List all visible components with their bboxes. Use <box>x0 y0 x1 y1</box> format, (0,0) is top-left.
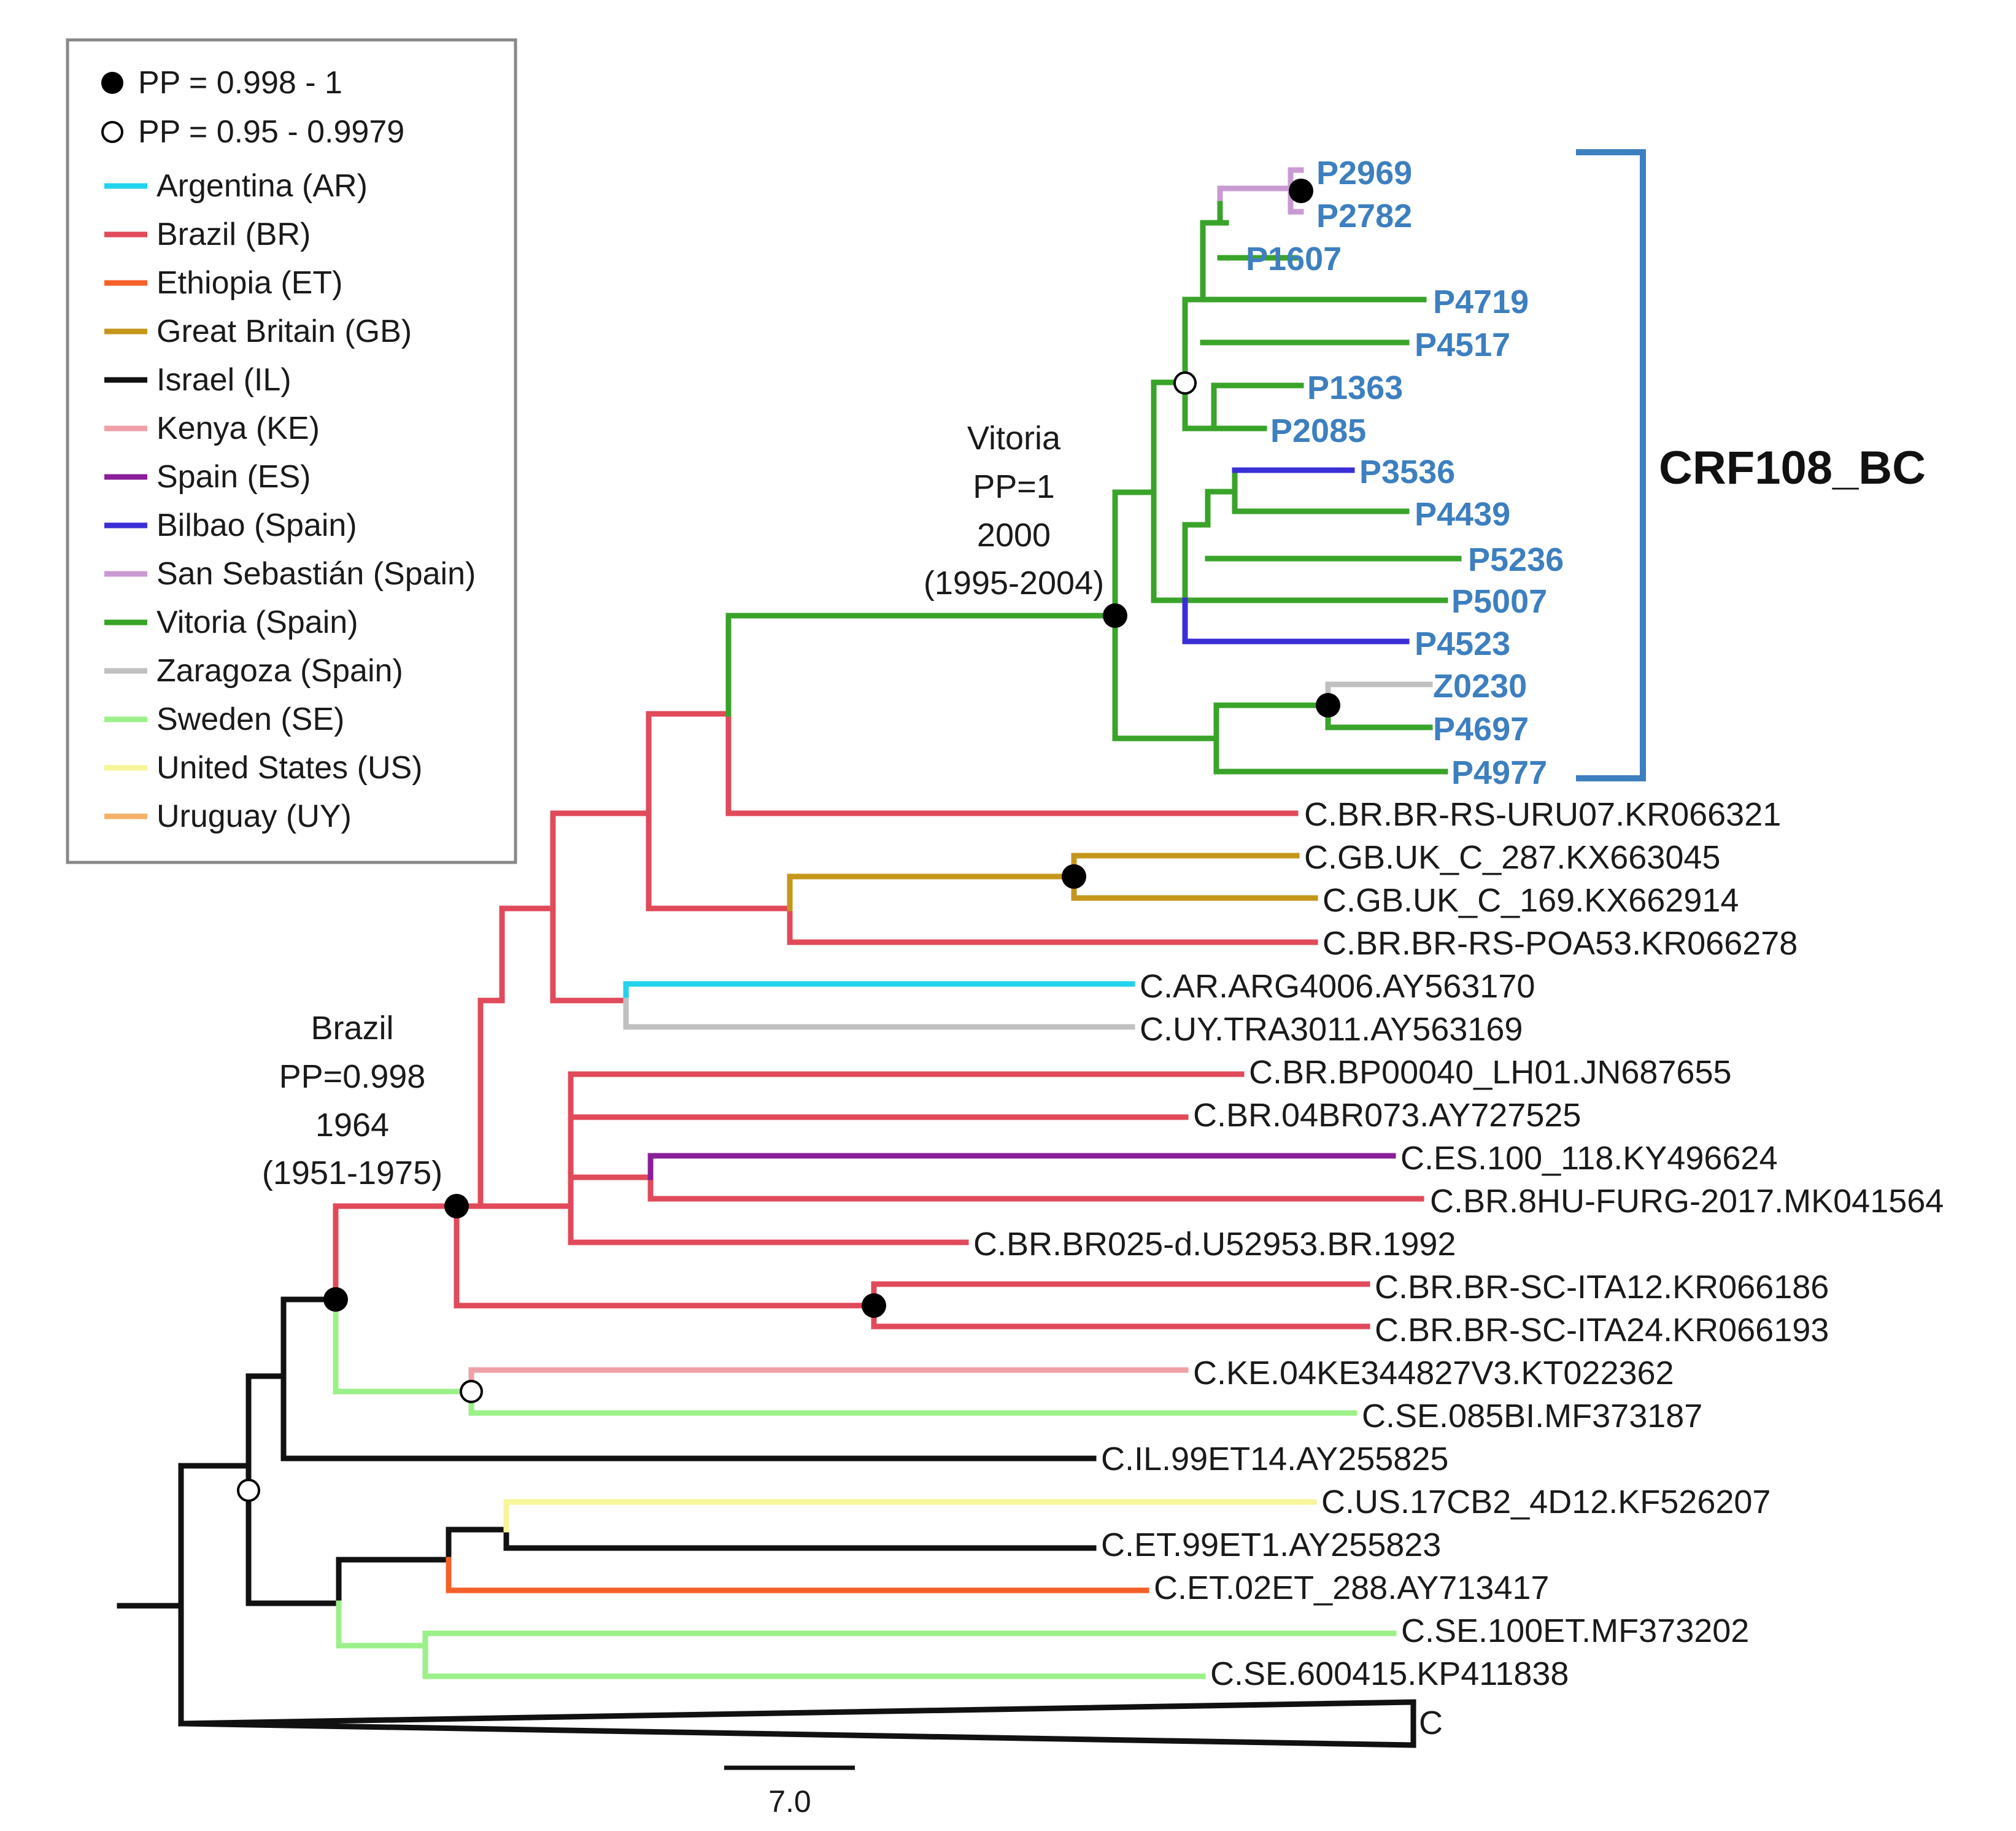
tip-label-ref: C.BR.8HU-FURG-2017.MK041564 <box>1430 1183 1944 1220</box>
node-open-circle <box>237 1479 260 1502</box>
vitoria-annotation-pp: PP=1 <box>973 468 1055 505</box>
tip-label-ref: C.BR.BR-RS-URU07.KR066321 <box>1304 796 1781 833</box>
node-support-markers <box>237 179 1340 1502</box>
legend-label-spain: Spain (ES) <box>156 459 311 495</box>
brazil-annotation-location: Brazil <box>311 1010 393 1047</box>
legend-label-great-britain: Great Britain (GB) <box>156 314 412 349</box>
scale-bar: 7.0 <box>724 1765 855 1819</box>
node-filled-circle <box>1103 603 1127 628</box>
branch-uy-tra3011 <box>623 997 1135 1030</box>
tip-label-p3536: P3536 <box>1359 454 1455 490</box>
legend-label-argentina: Argentina (AR) <box>156 168 368 204</box>
tip-label-p2969: P2969 <box>1316 155 1412 192</box>
brazil-annotation-interval: (1951-1975) <box>262 1155 442 1191</box>
tip-label-ref: C.BR.04BR073.AY727525 <box>1193 1097 1581 1134</box>
clade-bracket <box>1576 149 1646 781</box>
branch-us-17cb2 <box>503 1499 1317 1533</box>
node-annotations: Vitoria PP=1 2000 (1995-2004) Brazil PP=… <box>262 420 1104 1191</box>
tip-label-ref: C.BR.BP00040_LH01.JN687655 <box>1249 1054 1732 1091</box>
node-open-circle <box>460 1380 483 1403</box>
open-circle-icon <box>101 121 123 143</box>
tip-label-ref: C.UY.TRA3011.AY563169 <box>1140 1011 1523 1048</box>
filled-circle-icon <box>101 72 123 94</box>
node-filled-circle <box>444 1194 469 1218</box>
tip-label-ref: C.GB.UK_C_287.KX663045 <box>1304 839 1720 876</box>
bilbao-branches <box>1182 467 1410 645</box>
tip-label-ref: C.ES.100_118.KY496624 <box>1400 1140 1778 1177</box>
tip-label-p1363: P1363 <box>1307 370 1403 406</box>
tip-label-ref: C.SE.085BI.MF373187 <box>1362 1398 1702 1434</box>
tip-label-ref: C.ET.02ET_288.AY713417 <box>1154 1570 1549 1606</box>
legend-label-sweden: Sweden (SE) <box>156 702 344 737</box>
tip-label-ref: C.ET.99ET1.AY255823 <box>1101 1527 1441 1563</box>
tip-label-ref: C.SE.600415.KP411838 <box>1210 1655 1569 1692</box>
tip-label-p5236: P5236 <box>1468 541 1564 578</box>
branch-zaragoza-z0230 <box>1325 681 1433 708</box>
tip-label-ref: C.GB.UK_C_169.KX662914 <box>1323 882 1739 919</box>
branch-ke-04ke <box>468 1367 1189 1395</box>
legend-label-uruguay: Uruguay (UY) <box>156 799 352 834</box>
vitoria-branches <box>725 195 1462 775</box>
brazil-annotation-year: 1964 <box>315 1107 389 1144</box>
vitoria-annotation-year: 2000 <box>977 517 1051 554</box>
tip-label-ref: C.IL.99ET14.AY255825 <box>1101 1441 1448 1477</box>
legend-label-brazil: Brazil (BR) <box>156 217 311 252</box>
legend-box <box>66 38 517 864</box>
crf108-bracket: CRF108_BC <box>1576 149 1926 781</box>
vitoria-annotation-location: Vitoria <box>967 420 1061 457</box>
tip-label-p4517: P4517 <box>1415 327 1510 363</box>
legend-label-san-sebastian: San Sebastián (Spain) <box>156 556 476 592</box>
tip-label-ref: C.BR.BR-SC-ITA12.KR066186 <box>1375 1269 1829 1306</box>
branch-es-100-118 <box>647 1153 1396 1180</box>
node-filled-circle <box>1316 693 1340 718</box>
reference-tip-labels: C.BR.BR-RS-URU07.KR066321 C.GB.UK_C_287.… <box>973 796 1944 1741</box>
legend-label-kenya: Kenya (KE) <box>156 411 320 446</box>
tip-label-ref: C.AR.ARG4006.AY563170 <box>1140 968 1535 1005</box>
tip-label-p4439: P4439 <box>1415 496 1510 533</box>
tip-label-ref: C.BR.BR-SC-ITA24.KR066193 <box>1375 1312 1829 1349</box>
tip-label-p4719: P4719 <box>1433 284 1529 320</box>
legend-support-high: PP = 0.998 - 1 <box>138 65 342 101</box>
legend-label-united-states: United States (US) <box>156 750 423 786</box>
tip-label-p2782: P2782 <box>1316 198 1412 234</box>
legend-support-mid: PP = 0.95 - 0.9979 <box>138 114 404 150</box>
legend-label-ethiopia: Ethiopia (ET) <box>156 265 342 301</box>
tip-label-ref: C.US.17CB2_4D12.KF526207 <box>1321 1484 1771 1520</box>
legend-label-bilbao: Bilbao (Spain) <box>156 508 357 543</box>
branch-ar-arg4006 <box>623 981 1135 1004</box>
legend-label-israel: Israel (IL) <box>156 362 292 398</box>
great-britain-branches <box>787 853 1318 912</box>
clade-label: CRF108_BC <box>1659 442 1926 494</box>
tip-label-p4977: P4977 <box>1451 754 1547 791</box>
scale-bar-label: 7.0 <box>768 1784 811 1819</box>
tip-label-z0230: Z0230 <box>1433 668 1527 705</box>
legend: PP = 0.998 - 1 PP = 0.95 - 0.9979 Argent… <box>66 38 517 864</box>
tip-label-p5007: P5007 <box>1451 583 1547 620</box>
node-open-circle <box>1173 371 1197 395</box>
tip-label-p4697: P4697 <box>1433 711 1529 748</box>
collapsed-clade-label: C <box>1419 1705 1443 1741</box>
node-filled-circle <box>862 1293 886 1318</box>
legend-label-zaragoza: Zaragoza (Spain) <box>156 653 403 689</box>
brazil-annotation-pp: PP=0.998 <box>279 1058 426 1095</box>
tip-label-ref: C.BR.BR-RS-POA53.KR066278 <box>1323 925 1798 962</box>
branch-et-02et-288 <box>446 1557 1149 1593</box>
crf-tip-labels: P2969 P2782 P1607 P4719 P4517 P1363 P208… <box>1246 155 1564 791</box>
sweden-lower-branches <box>336 1600 1397 1679</box>
node-filled-circle <box>1289 179 1313 203</box>
tip-label-p1607: P1607 <box>1246 241 1342 277</box>
tip-label-p2085: P2085 <box>1270 412 1366 449</box>
node-filled-circle <box>323 1287 348 1312</box>
tip-label-ref: C.KE.04KE344827V3.KT022362 <box>1193 1355 1674 1392</box>
tip-label-ref: C.SE.100ET.MF373202 <box>1401 1612 1749 1649</box>
collapsed-clade-c-triangle <box>178 1699 1416 1748</box>
tip-label-p4523: P4523 <box>1415 625 1510 662</box>
node-filled-circle <box>1062 864 1086 889</box>
legend-label-vitoria: Vitoria (Spain) <box>156 605 358 640</box>
vitoria-annotation-interval: (1995-2004) <box>924 565 1104 602</box>
tip-label-ref: C.BR.BR025-d.U52953.BR.1992 <box>973 1226 1456 1263</box>
